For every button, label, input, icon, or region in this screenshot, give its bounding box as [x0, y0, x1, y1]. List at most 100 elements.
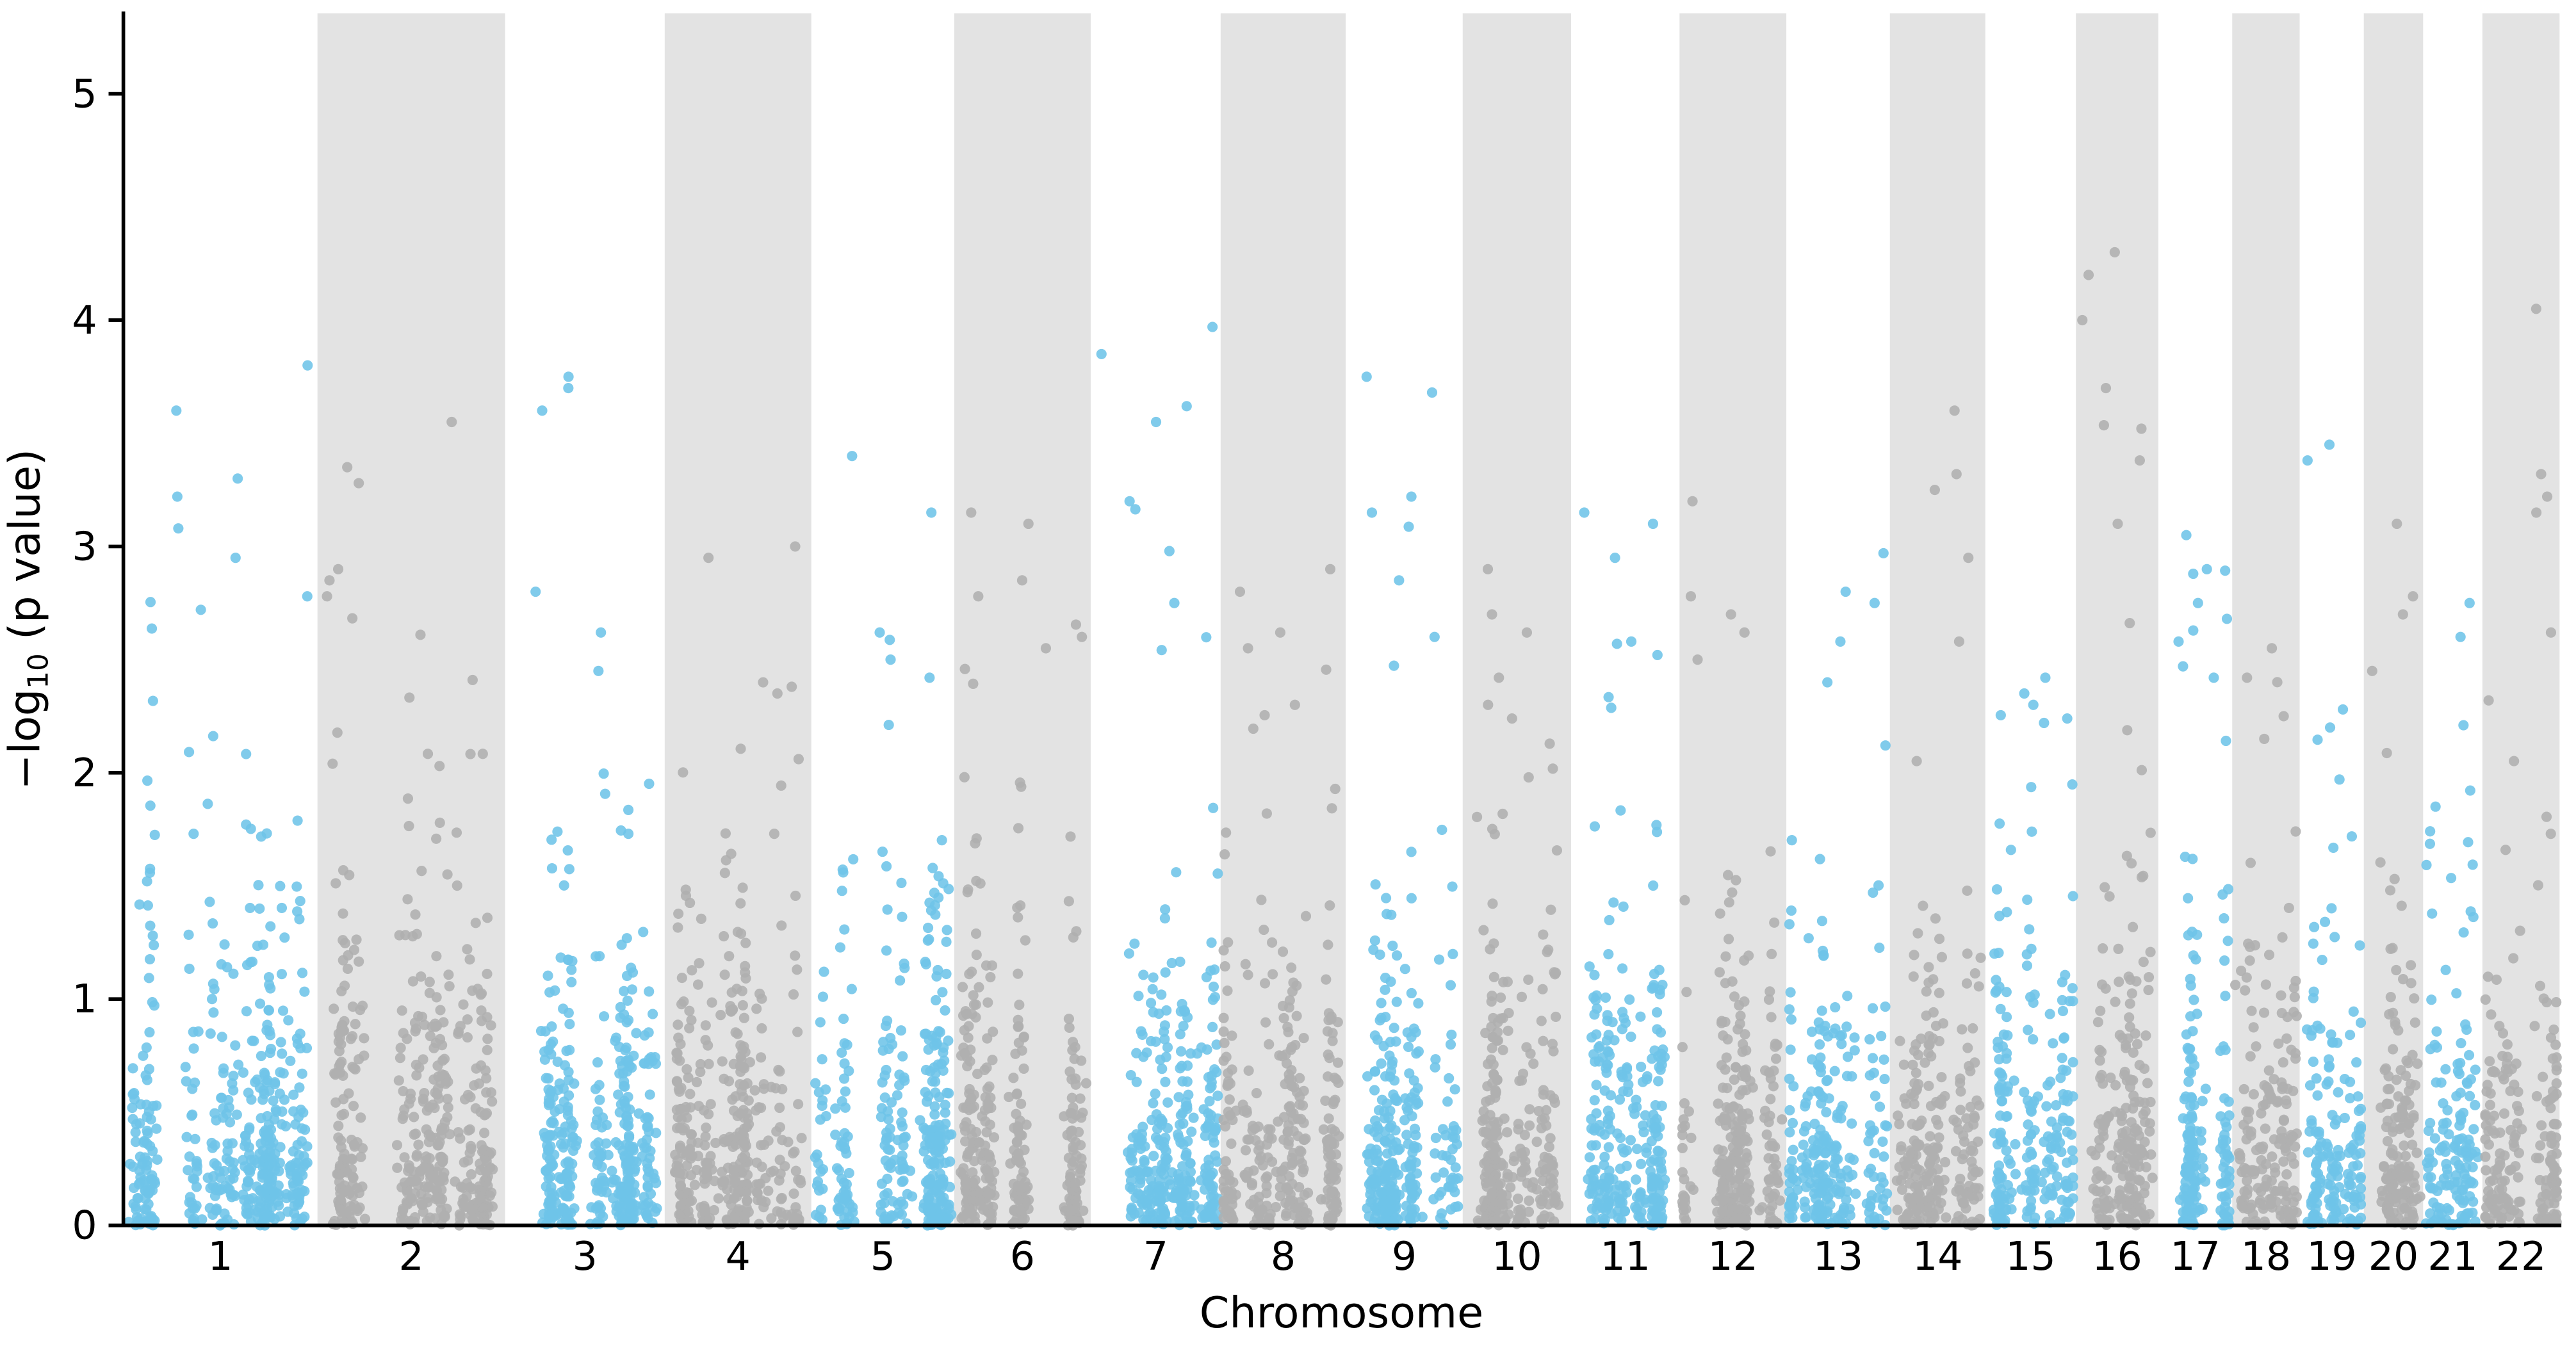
data-point — [1014, 1130, 1025, 1140]
data-point — [295, 896, 306, 907]
data-point — [398, 1085, 409, 1097]
data-point — [190, 1203, 200, 1214]
data-point — [1016, 575, 1028, 586]
data-point — [1610, 553, 1620, 563]
data-point — [644, 778, 655, 790]
data-point — [681, 1187, 692, 1198]
data-point — [1679, 1192, 1690, 1204]
data-point — [1677, 1042, 1688, 1053]
data-point — [1809, 1119, 1820, 1130]
data-point — [1621, 1145, 1633, 1156]
data-point — [706, 997, 717, 1008]
data-point — [1136, 1143, 1146, 1155]
data-point — [1178, 1183, 1189, 1194]
data-point — [2067, 891, 2078, 902]
data-point — [2046, 1116, 2057, 1127]
data-point — [544, 1210, 555, 1221]
data-point — [1294, 1073, 1305, 1083]
data-point — [756, 1023, 767, 1034]
data-point — [1326, 1124, 1337, 1135]
data-point — [1070, 619, 1082, 630]
data-point — [424, 977, 435, 987]
data-point — [717, 1167, 728, 1178]
data-point — [1070, 1137, 1081, 1147]
data-point — [1498, 977, 1509, 987]
data-point — [1413, 998, 1424, 1009]
data-point — [2104, 891, 2115, 902]
data-point — [973, 591, 984, 602]
data-point — [195, 604, 206, 615]
data-point — [1323, 1134, 1334, 1145]
data-point — [1004, 1091, 1015, 1103]
data-point — [628, 1050, 639, 1061]
data-point — [694, 958, 705, 969]
data-point — [1160, 904, 1171, 915]
data-point — [1513, 1124, 1524, 1135]
data-point — [1220, 1156, 1232, 1167]
data-point — [1284, 1069, 1294, 1080]
data-point — [229, 1167, 240, 1178]
data-point — [566, 1137, 577, 1148]
data-point — [1994, 818, 2005, 829]
data-point — [1550, 1194, 1561, 1205]
data-point — [766, 1213, 777, 1224]
data-point — [1417, 1212, 1428, 1222]
data-point — [1969, 968, 1980, 979]
data-point — [1551, 1011, 1561, 1023]
data-point — [1784, 919, 1795, 930]
data-point — [393, 1075, 404, 1086]
data-point — [897, 1107, 908, 1118]
data-point — [1205, 1170, 1216, 1181]
data-point — [1212, 868, 1223, 879]
data-point — [1012, 1121, 1023, 1132]
data-point — [482, 968, 493, 980]
data-point — [1011, 1089, 1022, 1100]
data-point — [1823, 1093, 1834, 1104]
data-point — [1846, 1071, 1857, 1082]
data-point — [1175, 1029, 1186, 1040]
data-point — [1589, 1009, 1600, 1020]
data-point — [1440, 1130, 1451, 1140]
data-point — [2009, 1075, 2019, 1086]
data-point — [482, 1034, 493, 1044]
data-point — [134, 899, 145, 910]
data-point — [1961, 978, 1973, 989]
data-point — [763, 1135, 774, 1146]
data-point — [1227, 1030, 1237, 1041]
data-point — [259, 1069, 270, 1080]
data-point — [1506, 713, 1517, 724]
data-point — [462, 1089, 474, 1101]
data-point — [941, 936, 952, 947]
data-point — [135, 1213, 146, 1224]
data-point — [2001, 1145, 2012, 1156]
data-point — [256, 1196, 266, 1207]
data-point — [297, 1068, 307, 1079]
data-point — [982, 997, 993, 1008]
data-point — [975, 1200, 986, 1211]
data-point — [1538, 1035, 1549, 1046]
data-point — [1785, 987, 1796, 998]
data-point — [1148, 972, 1159, 983]
data-point — [544, 1197, 555, 1208]
data-point — [2062, 713, 2073, 724]
data-point — [1544, 1142, 1554, 1153]
data-point — [291, 1169, 302, 1180]
data-point — [1955, 1073, 1966, 1084]
data-point — [737, 985, 747, 996]
data-point — [415, 629, 426, 640]
data-point — [2026, 943, 2037, 954]
data-point — [410, 1128, 421, 1139]
data-point — [1219, 849, 1230, 860]
data-point — [930, 1067, 941, 1079]
data-point — [1881, 1205, 1892, 1216]
data-point — [1446, 1029, 1457, 1041]
data-point — [561, 1046, 572, 1057]
data-point — [695, 1058, 706, 1070]
data-point — [936, 1174, 947, 1185]
data-point — [741, 1108, 753, 1119]
data-point — [703, 1040, 713, 1051]
data-point — [649, 1173, 660, 1184]
data-point — [465, 749, 476, 759]
data-point — [1957, 1197, 1968, 1208]
data-point — [291, 881, 302, 892]
